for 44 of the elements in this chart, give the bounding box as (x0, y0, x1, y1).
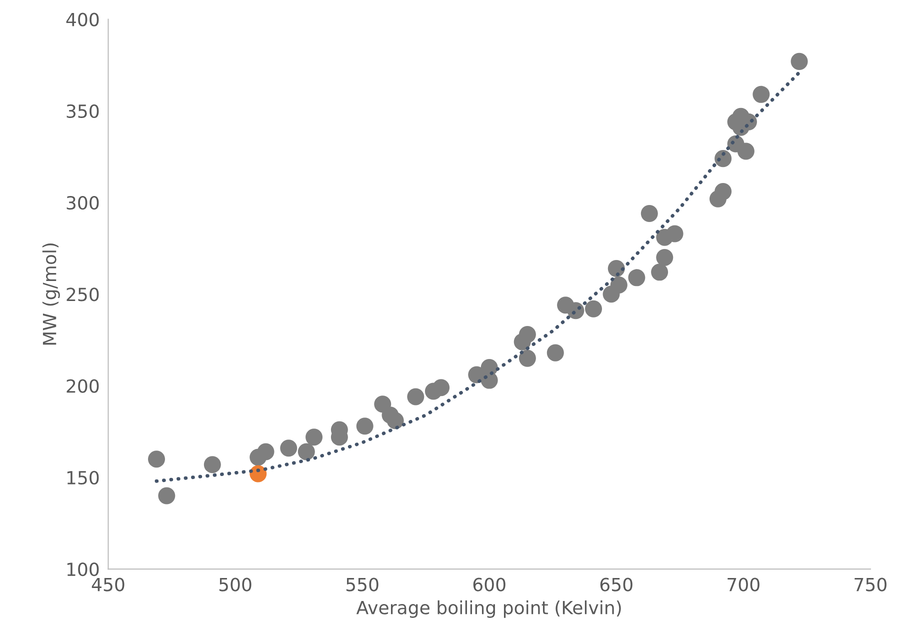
y-tick-label: 200 (66, 379, 99, 393)
point (306, 428, 323, 446)
point (257, 443, 274, 460)
point (790, 52, 808, 70)
point (432, 379, 450, 396)
point (628, 269, 646, 286)
x-tick-label: 450 (92, 578, 124, 592)
point (737, 142, 754, 160)
point (204, 456, 221, 474)
y-tick-label: 300 (66, 196, 99, 210)
point (752, 86, 770, 103)
point (356, 418, 374, 435)
point (148, 450, 166, 468)
point (158, 487, 176, 504)
y-tick-label: 350 (66, 104, 99, 118)
y-axis-title: MW (g/mol) (42, 243, 60, 345)
point (546, 344, 564, 362)
y-tick-label: 400 (66, 12, 99, 26)
point (666, 225, 684, 242)
x-tick-label: 700 (728, 578, 760, 592)
point (714, 183, 732, 200)
point (480, 358, 498, 376)
y-tick-label: 100 (67, 562, 99, 576)
point (608, 260, 625, 278)
x-tick-label: 650 (600, 578, 632, 592)
point (651, 264, 668, 281)
y-tick-label: 150 (67, 470, 99, 485)
y-tick-label: 250 (66, 288, 99, 302)
line-series (154, 70, 802, 483)
x-tick-label: 550 (346, 578, 378, 592)
point (584, 300, 602, 318)
point (640, 205, 658, 222)
x-tick-label: 600 (473, 578, 506, 592)
x-tick-label: 500 (219, 578, 252, 592)
point (386, 412, 404, 430)
x-axis-title: Average boiling point (Kelvin) (356, 600, 621, 618)
point (610, 276, 628, 294)
point (280, 440, 298, 457)
point (407, 388, 424, 406)
x-tick-label: 750 (854, 578, 886, 592)
point (298, 443, 315, 460)
point (518, 326, 536, 343)
point (518, 350, 536, 367)
point (656, 249, 674, 266)
